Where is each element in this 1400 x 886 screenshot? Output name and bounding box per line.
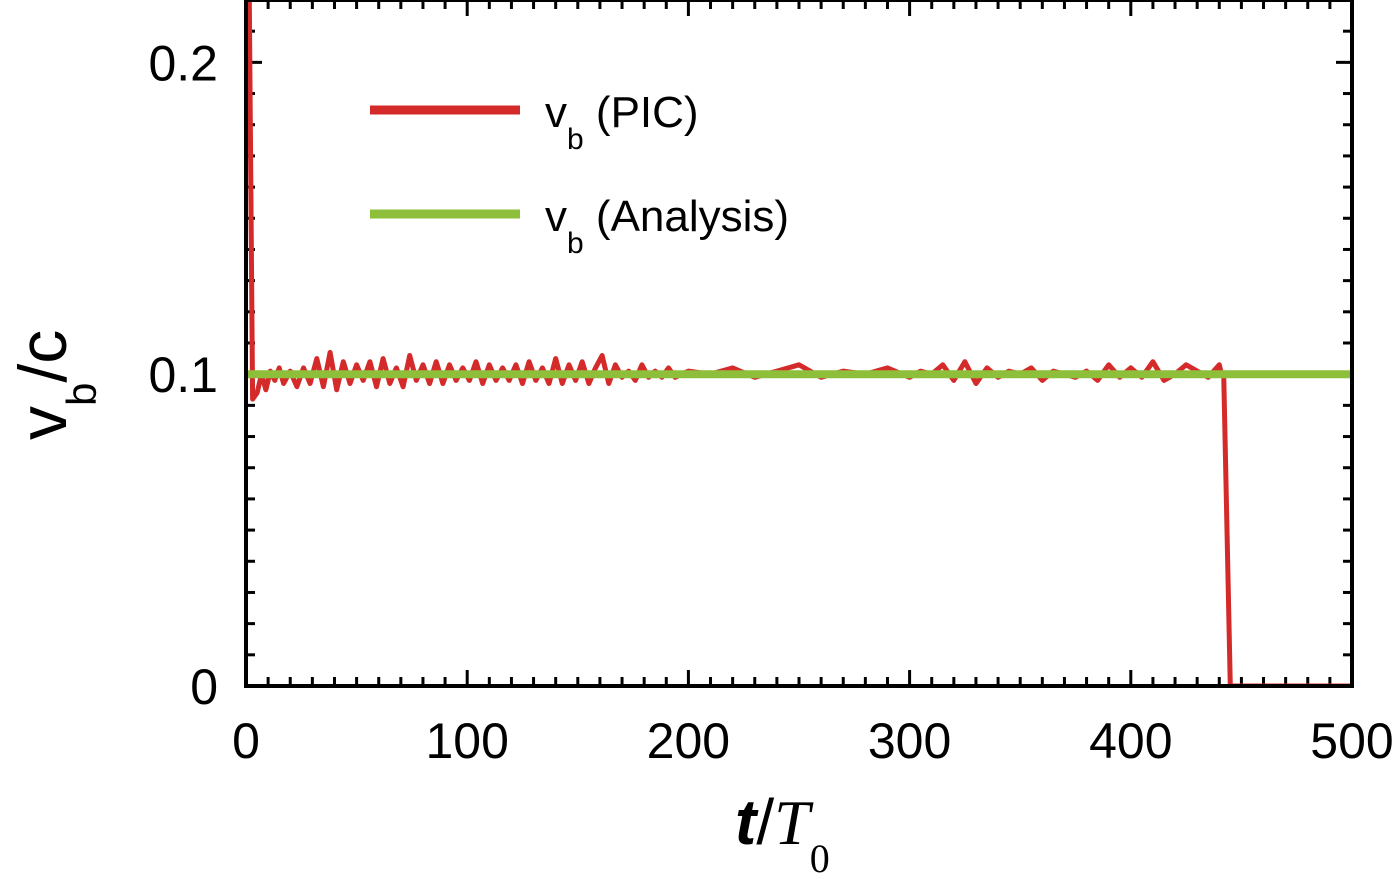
x-axis-title-sub: 0 [810,836,830,881]
x-tick-label: 200 [647,713,730,769]
legend-label-pic: vb (PIC) [545,88,699,156]
y-tick-label: 0 [190,659,218,715]
legend-label-pic-rest: (PIC) [584,88,699,137]
x-tick-label: 100 [425,713,508,769]
y-tick-label: 0.2 [148,35,218,91]
x-tick-label: 400 [1089,713,1172,769]
x-tick-label: 0 [232,713,260,769]
series-layer [246,0,1352,686]
y-axis-title-main: v [5,406,81,440]
x-axis-title-sep: / [756,786,774,858]
series-line-0 [246,0,1352,686]
legend-label-analysis-main: v [545,192,567,241]
legend: vb (PIC) vb (Analysis) [370,88,789,260]
x-tick-label: 500 [1310,713,1393,769]
x-axis-title-main: t [735,786,759,858]
x-tick-label: 300 [868,713,951,769]
axis-ticks [244,0,1354,688]
legend-label-analysis: vb (Analysis) [545,192,789,260]
tick-labels: 0 100 200 300 400 500 0 0.1 0.2 [148,35,1393,769]
legend-label-pic-sub: b [567,123,584,156]
y-axis-title: vb/c [5,330,105,440]
y-axis-title-sub: b [58,383,105,406]
x-axis-title: t/T0 [735,786,830,881]
y-tick-label: 0.1 [148,347,218,403]
x-axis-title-var: T [774,787,814,858]
y-axis-title-rest: /c [5,330,81,383]
legend-label-analysis-rest: (Analysis) [584,192,789,241]
legend-label-analysis-sub: b [567,227,584,260]
plot-frame [244,0,1354,688]
legend-label-pic-main: v [545,88,567,137]
